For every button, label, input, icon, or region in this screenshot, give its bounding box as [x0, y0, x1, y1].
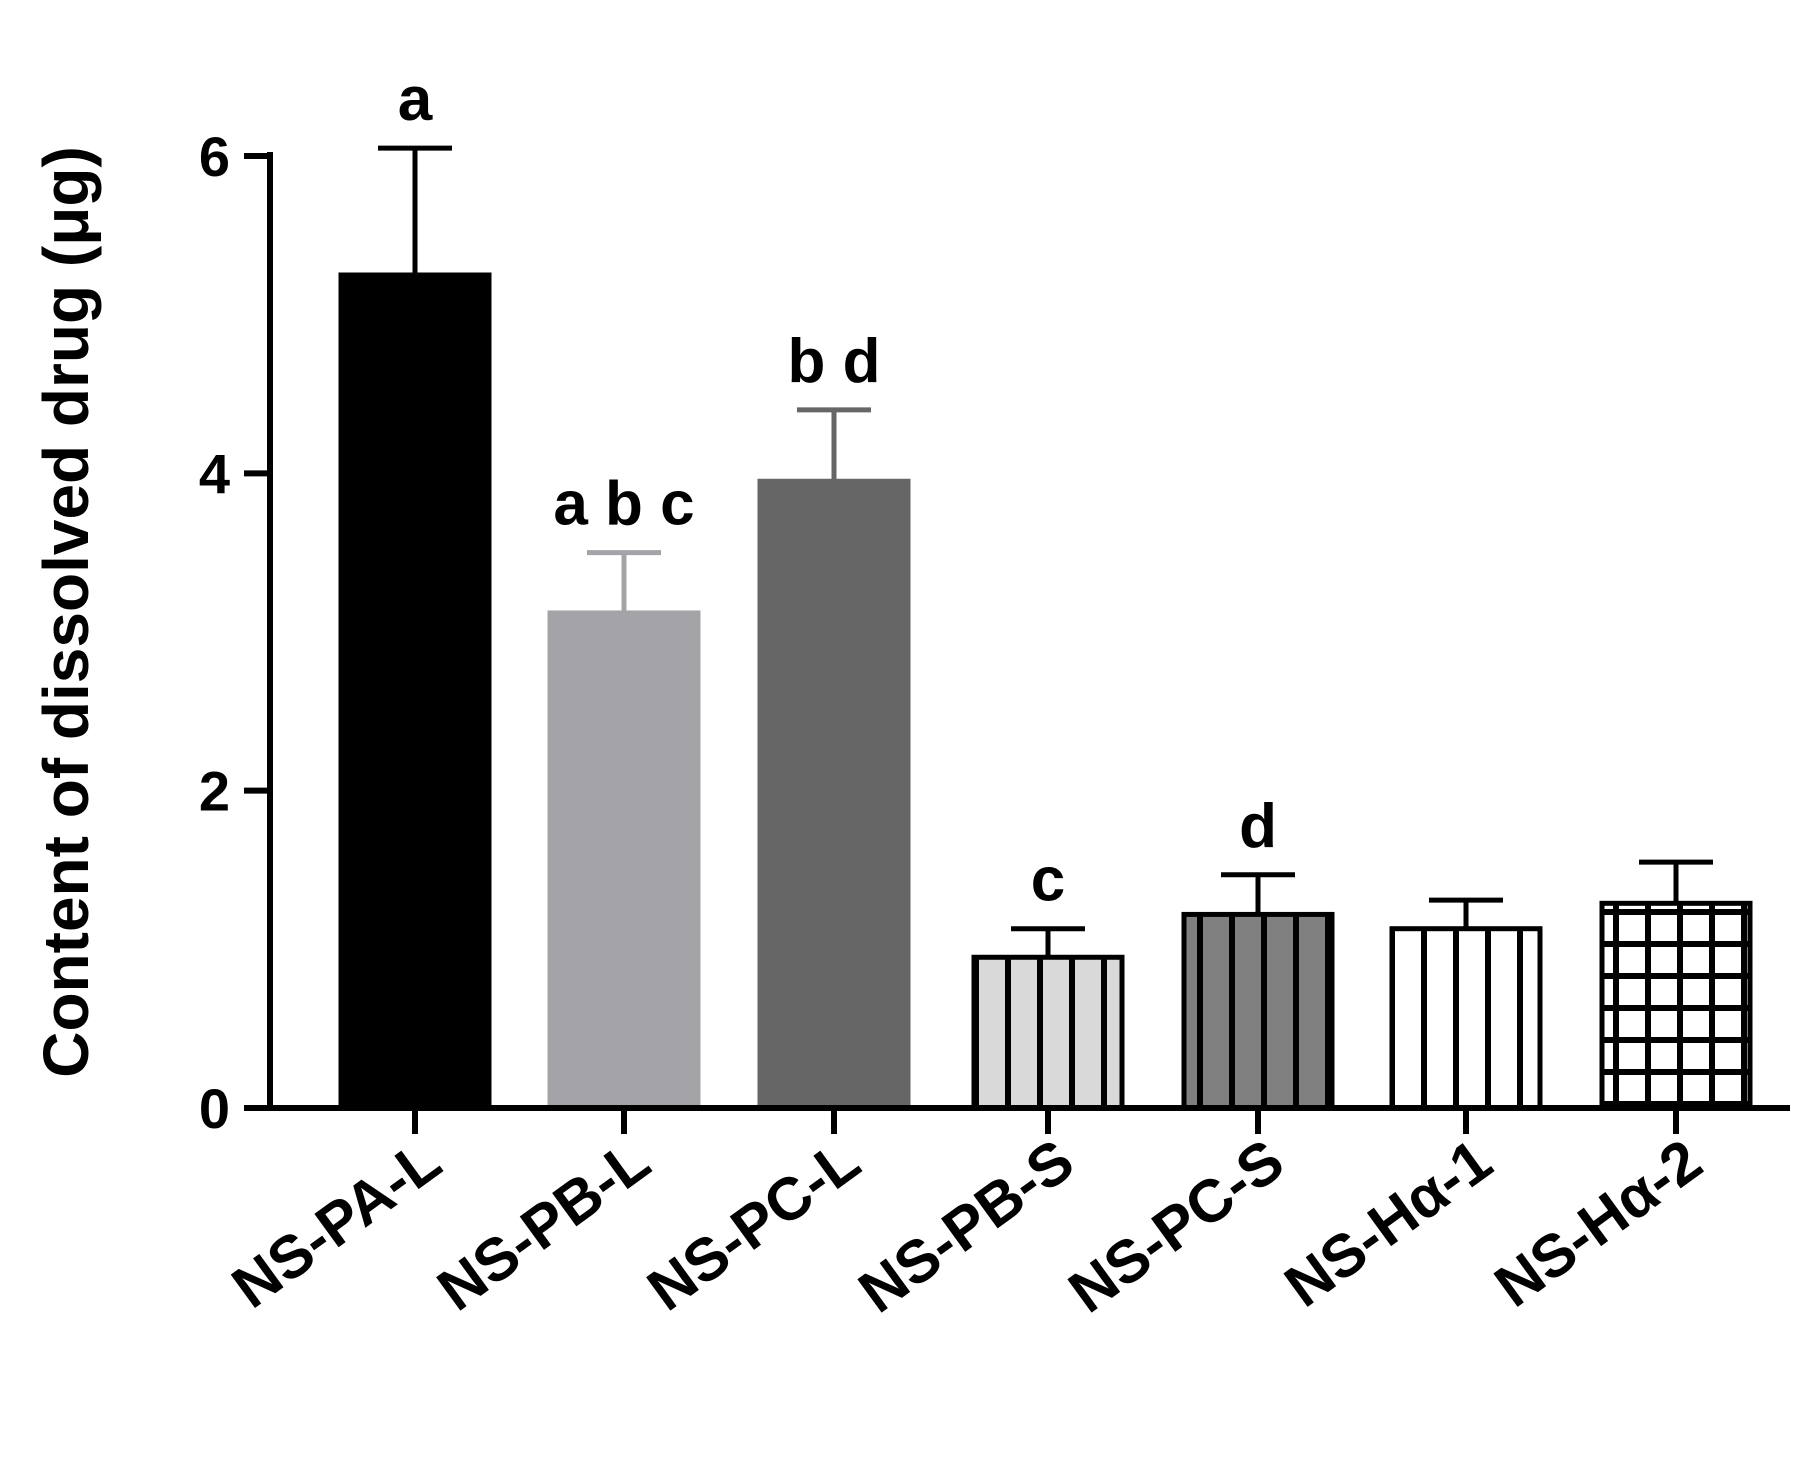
significance-label-4: c [1031, 846, 1065, 915]
x-tick-label-5: NS-PC-S [1057, 1126, 1296, 1325]
bar-3 [757, 478, 911, 1111]
y-tick-label-1: 0 [199, 1077, 230, 1140]
x-tick-label-3: NS-PC-L [635, 1126, 871, 1323]
significance-label-1: a [398, 65, 433, 134]
significance-label-2: a b c [553, 470, 694, 539]
bar-2 [547, 610, 701, 1111]
y-tick-label-4: 6 [199, 125, 230, 188]
x-tick-label-7: NS-Hα-2 [1483, 1126, 1714, 1319]
bar-5 [1181, 911, 1335, 1111]
bar-6 [1389, 926, 1543, 1111]
x-tick-label-2: NS-PB-L [425, 1126, 661, 1323]
y-tick-label-2: 2 [199, 760, 230, 823]
x-tick-label-4: NS-PB-S [847, 1126, 1086, 1325]
axes-layer [244, 152, 1790, 1134]
significance-label-3: b d [788, 327, 881, 396]
x-tick-label-6: NS-Hα-1 [1273, 1126, 1504, 1319]
y-tick-label-3: 4 [199, 442, 230, 505]
significance-label-5: d [1239, 792, 1277, 861]
bar-4 [971, 954, 1125, 1111]
y-axis-label: Content of dissolved drug (μg) [30, 146, 102, 1078]
x-tick-label-1: NS-PA-L [220, 1126, 453, 1321]
bar-1 [338, 272, 492, 1111]
bars-layer [338, 145, 1753, 1111]
bar-7 [1599, 900, 1753, 1111]
